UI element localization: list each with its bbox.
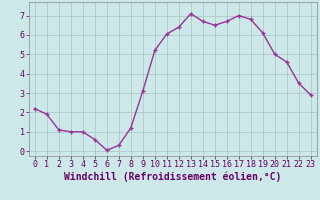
X-axis label: Windchill (Refroidissement éolien,°C): Windchill (Refroidissement éolien,°C) (64, 172, 282, 182)
